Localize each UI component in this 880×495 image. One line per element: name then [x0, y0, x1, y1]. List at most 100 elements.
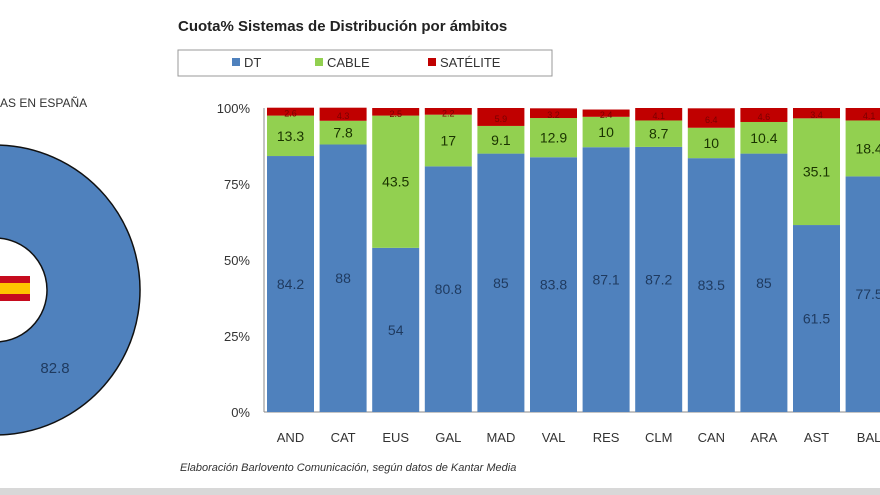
x-tick-label: RES	[593, 430, 620, 445]
data-label: 12.9	[540, 130, 567, 146]
data-label: 87.2	[645, 271, 672, 287]
bar-dt-val	[530, 157, 577, 412]
x-tick-label: CAT	[331, 430, 356, 445]
data-label: 10	[704, 135, 720, 151]
bar-satélite-cat	[319, 107, 367, 121]
x-tick-label: GAL	[435, 430, 461, 445]
data-label: 4.1	[652, 111, 665, 121]
bar-cable-gal	[424, 114, 472, 167]
bar-cable-clm	[635, 120, 683, 147]
bar-satélite-and	[267, 107, 314, 116]
bar-satélite-val	[530, 108, 577, 119]
data-label: 2.5	[389, 109, 402, 119]
source-note: Elaboración Barlovento Comunicación, seg…	[180, 462, 516, 474]
spain-flag-stripe	[0, 283, 30, 294]
legend	[177, 49, 553, 77]
bar-satélite-mad	[477, 108, 525, 126]
bar-cable-cat	[319, 120, 367, 145]
bar-dt-and	[267, 156, 314, 412]
x-tick-label: EUS	[382, 430, 409, 445]
data-label: 10	[598, 124, 614, 140]
data-label: 88	[335, 270, 351, 286]
data-label: 6.4	[705, 115, 718, 125]
data-label: 35.1	[803, 164, 830, 180]
y-tick-label: 100%	[217, 101, 251, 116]
data-label: 84.2	[277, 276, 304, 292]
data-label: 77.5	[855, 286, 880, 302]
data-label: 8.7	[649, 126, 669, 142]
legend-swatch-cable	[315, 58, 323, 66]
legend-label: SATÉLITE	[440, 55, 501, 70]
data-label: 61.5	[803, 311, 830, 327]
bar-dt-mad	[477, 153, 525, 412]
x-tick-label: CAN	[698, 430, 725, 445]
bar-cable-bal	[845, 120, 880, 177]
bar-cable-ara	[740, 121, 788, 154]
bar-dt-ast	[793, 225, 840, 412]
data-label: 80.8	[435, 281, 462, 297]
pie-data-label: 82.8	[40, 360, 69, 377]
bar-cable-val	[530, 118, 577, 158]
bar-cable-and	[267, 115, 314, 157]
data-label: 9.1	[491, 132, 511, 148]
bar-dt-clm	[635, 146, 683, 413]
x-tick-label: AND	[277, 430, 304, 445]
y-tick-label: 25%	[224, 329, 250, 344]
legend-label: DT	[244, 55, 261, 70]
legend-label: CABLE	[327, 55, 370, 70]
bar-satélite-bal	[845, 108, 880, 121]
data-label: 4.1	[863, 111, 876, 121]
bar-dt-can	[687, 158, 735, 412]
x-tick-label: CLM	[645, 430, 672, 445]
bar-cable-mad	[477, 125, 525, 154]
x-tick-label: VAL	[542, 430, 566, 445]
x-tick-label: AST	[804, 430, 829, 445]
data-label: 85	[756, 275, 772, 291]
data-label: 83.8	[540, 277, 567, 293]
data-label: 2.4	[600, 110, 613, 120]
pie-slice-dt	[0, 144, 141, 436]
x-tick-label: ARA	[751, 430, 778, 445]
bar-satélite-ara	[740, 108, 788, 122]
data-label: 83.5	[698, 277, 725, 293]
data-label: 2.6	[284, 109, 297, 119]
bar-satélite-can	[687, 108, 735, 128]
data-label: 54	[388, 322, 404, 338]
bar-cable-eus	[372, 115, 420, 248]
bar-satélite-gal	[424, 108, 472, 115]
legend-swatch-satélite	[428, 58, 436, 66]
bar-satélite-ast	[793, 108, 840, 119]
x-tick-label: BAL	[857, 430, 880, 445]
data-label: 3.2	[547, 110, 560, 120]
bar-dt-ara	[740, 153, 788, 412]
bar-dt-bal	[845, 176, 880, 412]
data-label: 17	[441, 133, 457, 149]
data-label: 5.9	[495, 114, 508, 124]
chart-title: Cuota% Sistemas de Distribución por ámbi…	[178, 18, 507, 35]
pie-title: AS EN ESPAÑA	[0, 96, 87, 110]
y-tick-label: 50%	[224, 253, 250, 268]
y-tick-label: 0%	[231, 405, 250, 420]
data-label: 85	[493, 275, 509, 291]
data-label: 87.1	[592, 272, 619, 288]
bar-cable-ast	[793, 118, 840, 226]
data-label: 4.6	[758, 112, 771, 122]
data-label: 2.2	[442, 108, 455, 118]
data-label: 3.4	[810, 110, 823, 120]
bar-cable-res	[582, 116, 630, 148]
bottom-bar	[0, 488, 880, 495]
x-tick-label: MAD	[486, 430, 515, 445]
y-tick-label: 75%	[224, 177, 250, 192]
bar-dt-res	[582, 147, 630, 412]
legend-swatch-dt	[232, 58, 240, 66]
data-label: 4.3	[337, 111, 350, 121]
spain-flag-stripe	[0, 294, 30, 301]
bar-satélite-clm	[635, 108, 683, 121]
bar-dt-gal	[424, 166, 472, 412]
data-label: 10.4	[750, 130, 777, 146]
data-label: 7.8	[333, 125, 353, 141]
bar-dt-cat	[319, 144, 367, 413]
data-label: 13.3	[277, 128, 304, 144]
bar-cable-can	[687, 127, 735, 159]
